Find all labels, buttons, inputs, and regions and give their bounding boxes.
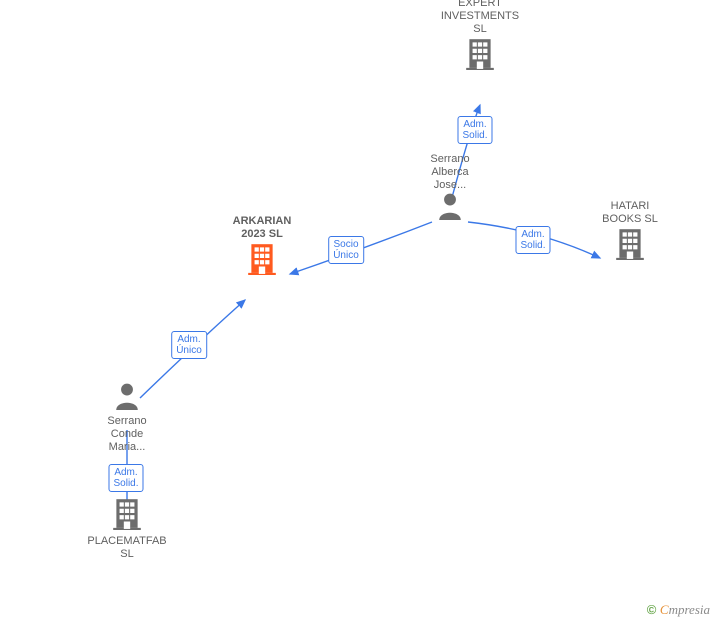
edge-label: Socio Único bbox=[328, 236, 364, 264]
node-label: ARKARIAN 2023 SL bbox=[202, 215, 322, 241]
node-expert[interactable]: EXPERT INVESTMENTS SL bbox=[420, 0, 540, 75]
node-label: HATARI BOOKS SL bbox=[570, 200, 690, 226]
node-arkarian[interactable]: ARKARIAN 2023 SL bbox=[202, 215, 322, 280]
diagram-canvas: EXPERT INVESTMENTS SL Serrano Alberca Jo… bbox=[0, 0, 728, 630]
watermark: © Cmpresia bbox=[647, 602, 710, 618]
building-icon bbox=[463, 36, 497, 75]
node-label: Serrano Conde Maria... bbox=[67, 415, 187, 454]
node-serrano_a[interactable]: Serrano Alberca Jose... bbox=[390, 153, 510, 225]
edge-label: Adm. Solid. bbox=[457, 116, 492, 144]
watermark-brand-first: C bbox=[660, 602, 669, 617]
watermark-copyright: © bbox=[647, 602, 657, 617]
node-serrano_c[interactable]: Serrano Conde Maria... bbox=[67, 382, 187, 454]
person-icon bbox=[437, 192, 463, 225]
watermark-brand-rest: mpresia bbox=[669, 602, 710, 617]
edge-label: Adm. Solid. bbox=[108, 464, 143, 492]
person-icon bbox=[114, 382, 140, 415]
node-hatari[interactable]: HATARI BOOKS SL bbox=[570, 200, 690, 265]
node-label: PLACEMATFAB SL bbox=[67, 535, 187, 561]
node-label: Serrano Alberca Jose... bbox=[390, 153, 510, 192]
edge-label: Adm. Único bbox=[171, 331, 207, 359]
node-label: EXPERT INVESTMENTS SL bbox=[420, 0, 540, 36]
building-icon bbox=[245, 241, 279, 280]
edge-label: Adm. Solid. bbox=[515, 226, 550, 254]
node-placematfab[interactable]: PLACEMATFAB SL bbox=[67, 496, 187, 561]
building-icon bbox=[110, 496, 144, 535]
building-icon bbox=[613, 226, 647, 265]
